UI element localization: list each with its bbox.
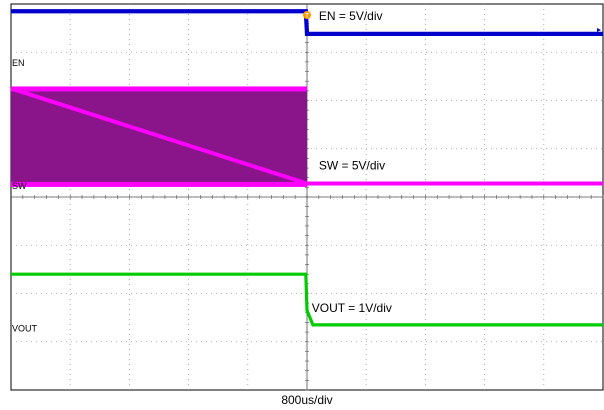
channel-ground-label: EN	[12, 58, 25, 68]
trace-sw	[10, 86, 603, 187]
channel-scale-annotation: SW = 5V/div	[319, 158, 385, 172]
trigger-marker: T	[303, 11, 601, 33]
traces	[10, 9, 603, 327]
channel-scale-annotation: EN = 5V/div	[319, 9, 383, 23]
trigger-level-arrow-icon	[597, 28, 601, 33]
trace-line-en	[11, 9, 603, 37]
trigger-marker-icon	[303, 11, 311, 19]
channel-labels: EN EN = 5V/div SW SW = 5V/div VOUT VOUT = 1V/…	[12, 9, 392, 333]
x-axis-scale-label: 800us/div	[281, 393, 332, 407]
channel-ground-label: VOUT	[12, 323, 38, 333]
channel-ground-label: SW	[12, 181, 27, 191]
trigger-marker-label: T	[305, 13, 310, 20]
trace-vout	[11, 272, 603, 327]
trace-line-vout	[11, 272, 603, 327]
channel-scale-annotation: VOUT = 1V/div	[312, 301, 392, 315]
trace-line-sw	[10, 86, 603, 186]
trace-en	[11, 9, 603, 37]
switching-band-top-edge	[11, 86, 307, 92]
switching-band-bottom-edge	[11, 181, 307, 187]
